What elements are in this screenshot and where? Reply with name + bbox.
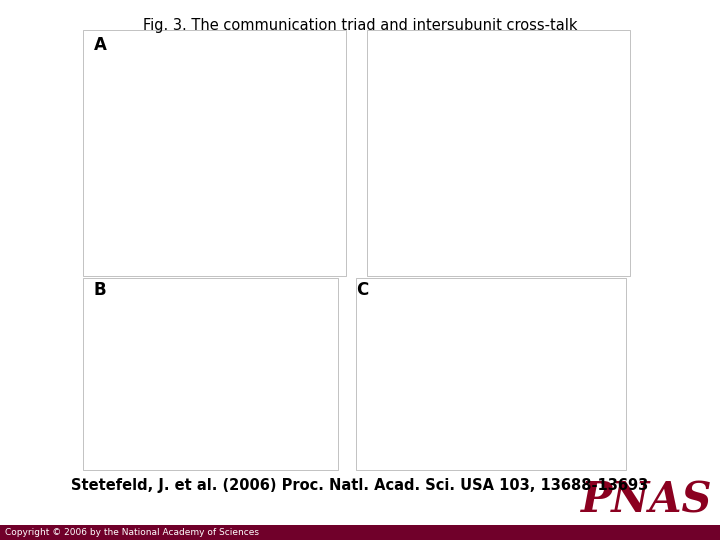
- Bar: [83, 278, 338, 470]
- Bar: [83, 30, 346, 276]
- Bar: [367, 30, 630, 276]
- Bar: [0, 525, 720, 540]
- Text: A: A: [94, 36, 107, 54]
- Text: B: B: [94, 281, 107, 299]
- Text: Stetefeld, J. et al. (2006) Proc. Natl. Acad. Sci. USA 103, 13688-13693: Stetefeld, J. et al. (2006) Proc. Natl. …: [71, 478, 649, 493]
- Bar: [356, 278, 626, 470]
- Text: C: C: [356, 281, 369, 299]
- Text: Copyright © 2006 by the National Academy of Sciences: Copyright © 2006 by the National Academy…: [5, 528, 259, 537]
- Text: Fig. 3. The communication triad and intersubunit cross-talk: Fig. 3. The communication triad and inte…: [143, 18, 577, 33]
- Text: PNAS: PNAS: [580, 480, 712, 522]
